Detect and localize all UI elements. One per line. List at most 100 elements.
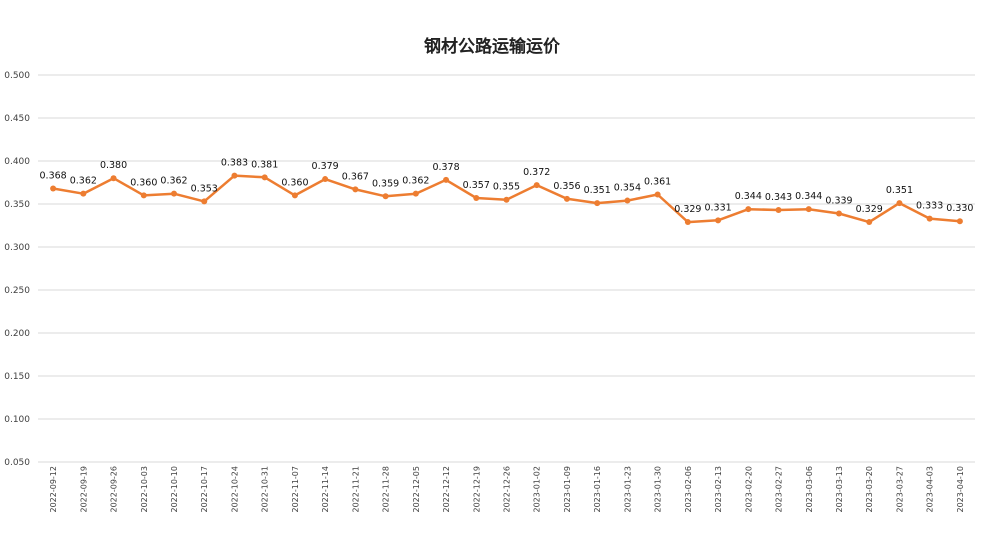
y-tick-label: 0.300 <box>4 243 30 253</box>
data-point <box>291 192 298 199</box>
x-tick-label: 2022-10-03 <box>140 466 149 513</box>
series-points <box>50 172 963 226</box>
data-label: 0.368 <box>40 171 67 182</box>
data-point <box>261 174 268 181</box>
data-point <box>473 194 480 201</box>
data-label: 0.381 <box>251 159 278 170</box>
x-axis-ticks: 2022-09-12 2022-09-19 2022-09-26 2022-10-03… <box>49 466 965 513</box>
data-point <box>503 196 510 203</box>
data-point <box>563 195 570 202</box>
x-tick-label: 2022-11-07 <box>291 466 300 513</box>
data-point <box>382 193 389 200</box>
data-label: 0.351 <box>886 185 913 196</box>
data-point <box>50 185 57 192</box>
x-tick-label: 2022-10-31 <box>261 466 270 513</box>
x-tick-label: 2023-03-20 <box>865 466 874 513</box>
data-point <box>322 176 329 183</box>
gridlines <box>38 74 975 463</box>
data-label: 0.355 <box>493 182 520 193</box>
data-point <box>745 206 752 213</box>
data-label: 0.361 <box>644 177 671 188</box>
y-tick-label: 0.350 <box>4 200 30 210</box>
x-tick-label: 2022-12-26 <box>503 466 512 513</box>
data-point <box>533 182 540 189</box>
x-tick-label: 2023-01-16 <box>593 466 602 513</box>
data-label: 0.354 <box>614 183 641 194</box>
data-label: 0.343 <box>765 192 792 203</box>
x-tick-label: 2023-02-20 <box>744 466 753 513</box>
data-label: 0.351 <box>584 185 611 196</box>
data-point <box>201 198 208 205</box>
data-label: 0.383 <box>221 158 248 169</box>
y-tick-label: 0.450 <box>4 114 30 124</box>
x-tick-label: 2023-01-23 <box>623 466 632 513</box>
data-label: 0.380 <box>100 160 127 171</box>
y-tick-label: 0.500 <box>4 71 30 81</box>
y-tick-label: 0.150 <box>4 372 30 382</box>
data-point <box>775 207 782 214</box>
x-tick-label: 2022-11-14 <box>321 466 330 513</box>
data-label: 0.329 <box>856 204 883 215</box>
data-point <box>866 219 873 226</box>
x-tick-label: 2023-01-02 <box>533 466 542 513</box>
x-tick-label: 2022-09-12 <box>49 466 58 513</box>
x-tick-label: 2022-12-19 <box>472 466 481 513</box>
x-tick-label: 2022-09-19 <box>79 466 88 513</box>
x-tick-label: 2023-03-27 <box>895 466 904 513</box>
x-tick-label: 2022-10-24 <box>230 466 239 513</box>
x-tick-label: 2022-12-12 <box>442 466 451 513</box>
y-tick-label: 0.050 <box>4 458 30 468</box>
data-label: 0.353 <box>191 183 218 194</box>
data-point <box>140 192 147 199</box>
data-point <box>805 206 812 213</box>
data-label: 0.331 <box>704 202 731 213</box>
data-point <box>684 219 691 226</box>
data-point <box>896 200 903 207</box>
data-label: 0.367 <box>342 171 369 182</box>
data-label: 0.329 <box>674 204 701 215</box>
data-label: 0.360 <box>130 177 157 188</box>
data-label: 0.362 <box>70 176 97 187</box>
data-point <box>926 215 933 222</box>
data-label: 0.360 <box>281 177 308 188</box>
x-tick-label: 2023-04-03 <box>926 466 935 513</box>
y-tick-label: 0.400 <box>4 157 30 167</box>
data-point <box>443 176 450 183</box>
y-tick-label: 0.200 <box>4 329 30 339</box>
data-label: 0.339 <box>825 195 852 206</box>
x-tick-label: 2022-12-05 <box>412 466 421 513</box>
data-label: 0.330 <box>946 203 973 214</box>
x-tick-label: 2022-10-17 <box>200 466 209 513</box>
data-label: 0.333 <box>916 201 943 212</box>
y-axis-ticks: 0.050 0.100 0.150 0.200 0.250 0.300 0.350 0.400… <box>4 71 30 468</box>
data-point <box>956 218 963 225</box>
x-tick-label: 2023-02-06 <box>684 466 693 513</box>
x-tick-label: 2023-02-27 <box>775 466 784 513</box>
x-tick-label: 2022-10-10 <box>170 466 179 513</box>
data-point <box>835 210 842 217</box>
data-label: 0.344 <box>735 191 762 202</box>
data-label: 0.357 <box>463 180 490 191</box>
data-label: 0.378 <box>432 162 459 173</box>
data-label: 0.344 <box>795 191 822 202</box>
data-label: 0.372 <box>523 167 550 178</box>
data-point <box>171 190 178 197</box>
x-tick-label: 2023-01-30 <box>654 466 663 513</box>
data-point <box>624 197 631 204</box>
x-tick-label: 2023-03-06 <box>805 466 814 513</box>
data-point <box>715 217 722 224</box>
x-tick-label: 2023-01-09 <box>563 466 572 513</box>
data-point <box>352 186 359 193</box>
data-point <box>412 190 419 197</box>
data-point <box>110 175 117 182</box>
data-point <box>594 200 601 207</box>
x-tick-label: 2022-09-26 <box>110 466 119 513</box>
data-point <box>231 172 238 179</box>
data-label: 0.362 <box>160 176 187 187</box>
x-tick-label: 2022-11-21 <box>351 466 360 513</box>
x-tick-label: 2023-02-13 <box>714 466 723 513</box>
data-label: 0.356 <box>553 181 580 192</box>
